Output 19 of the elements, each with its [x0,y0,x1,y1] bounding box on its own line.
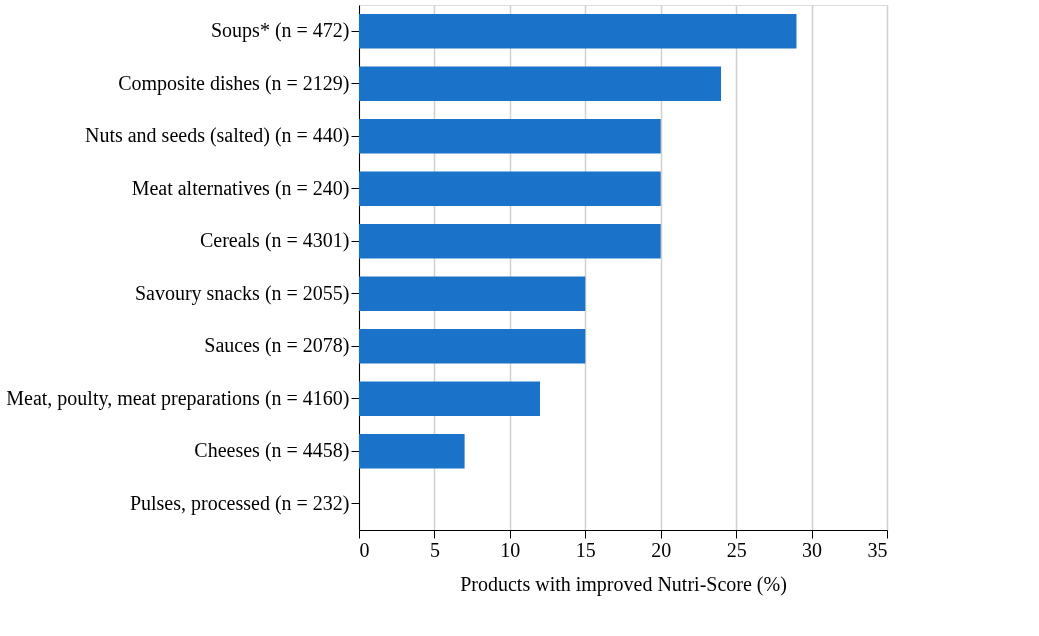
y-tick-label: Nuts and seeds (salted) (n = 440) [84,124,350,148]
x-tick-label: 15 [575,538,596,561]
x-tick-label: 35 [867,538,888,561]
y-tick-label: Cheeses (n = 4458) [194,439,350,463]
x-tick-label: 25 [726,538,747,561]
x-tick-label: 20 [651,538,672,561]
y-tick-label: Sauces (n = 2078) [204,334,350,358]
x-tick-label: 0 [359,538,370,561]
x-tick-label: 30 [802,538,823,561]
y-tick-label: Soups* (n = 472) [210,19,350,43]
y-tick-label: Meat alternatives (n = 240) [131,176,350,200]
y-tick-label: Meat, poulty, meat preparations (n = 4160) [6,386,350,410]
x-tick-label: 5 [429,538,440,561]
y-tick-label: Composite dishes (n = 2129) [118,71,350,95]
y-tick-label: Pulses, processed (n = 232) [129,491,350,515]
y-tick-label: Savoury snacks (n = 2055) [134,281,350,305]
x-tick-label: 10 [500,538,521,561]
y-tick-label: Cereals (n = 4301) [199,229,350,253]
x-axis-title: Products with improved Nutri-Score (%) [460,572,787,596]
